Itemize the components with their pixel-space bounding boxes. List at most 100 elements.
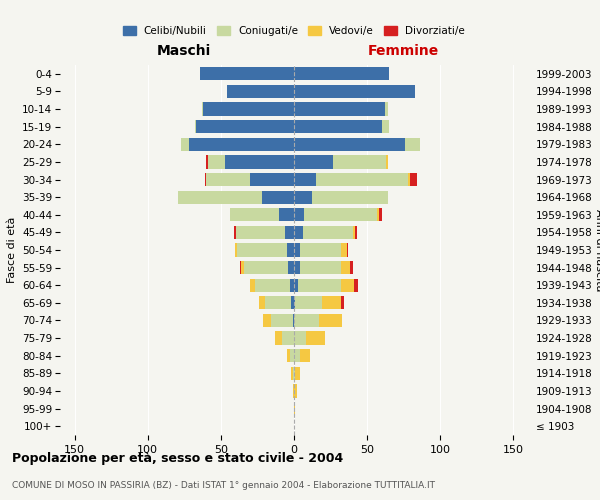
Bar	[240, 261, 241, 274]
Bar	[244, 261, 288, 274]
Bar	[341, 278, 354, 292]
Bar	[385, 102, 388, 116]
Bar	[354, 278, 358, 292]
Bar	[293, 384, 294, 398]
Bar	[265, 296, 291, 310]
Bar	[295, 366, 300, 380]
Bar	[202, 102, 203, 116]
Bar	[294, 102, 385, 116]
Bar	[341, 296, 344, 310]
Bar	[353, 226, 355, 239]
Bar	[379, 208, 382, 222]
Bar	[294, 384, 297, 398]
Bar	[285, 226, 294, 239]
Text: Popolazione per età, sesso e stato civile - 2004: Popolazione per età, sesso e stato civil…	[12, 452, 343, 465]
Bar	[294, 296, 295, 310]
Bar	[293, 366, 294, 380]
Bar	[300, 244, 341, 256]
Bar	[294, 349, 300, 362]
Bar	[405, 138, 420, 151]
Bar	[294, 156, 334, 168]
Bar	[225, 156, 294, 168]
Bar	[293, 314, 294, 327]
Bar	[181, 138, 188, 151]
Bar	[410, 173, 417, 186]
Bar	[250, 278, 254, 292]
Bar	[237, 244, 287, 256]
Text: Maschi: Maschi	[157, 44, 211, 58]
Bar	[250, 173, 294, 186]
Bar	[288, 261, 294, 274]
Bar	[208, 156, 225, 168]
Bar	[347, 244, 348, 256]
Text: COMUNE DI MOSO IN PASSIRIA (BZ) - Dati ISTAT 1° gennaio 2004 - Elaborazione TUTT: COMUNE DI MOSO IN PASSIRIA (BZ) - Dati I…	[12, 481, 435, 490]
Bar	[304, 208, 377, 222]
Bar	[206, 156, 208, 168]
Bar	[227, 85, 294, 98]
Bar	[294, 278, 298, 292]
Bar	[196, 120, 294, 134]
Bar	[287, 349, 290, 362]
Bar	[290, 278, 294, 292]
Bar	[319, 314, 342, 327]
Bar	[230, 208, 280, 222]
Bar	[300, 349, 310, 362]
Bar	[294, 173, 316, 186]
Bar	[294, 366, 295, 380]
Bar	[294, 226, 303, 239]
Bar	[271, 314, 293, 327]
Bar	[294, 314, 319, 327]
Bar	[334, 156, 386, 168]
Bar	[341, 261, 350, 274]
Bar	[236, 226, 285, 239]
Bar	[294, 190, 311, 204]
Legend: Celibi/Nubili, Coniugati/e, Vedovi/e, Divorziati/e: Celibi/Nubili, Coniugati/e, Vedovi/e, Di…	[119, 22, 469, 40]
Bar	[200, 67, 294, 80]
Bar	[291, 296, 294, 310]
Bar	[294, 332, 306, 344]
Bar	[188, 138, 294, 151]
Bar	[283, 332, 294, 344]
Bar	[294, 85, 415, 98]
Y-axis label: Fasce di età: Fasce di età	[7, 217, 17, 283]
Bar	[303, 226, 353, 239]
Bar	[241, 261, 244, 274]
Bar	[290, 349, 294, 362]
Bar	[386, 156, 388, 168]
Bar	[294, 244, 300, 256]
Bar	[263, 314, 271, 327]
Bar	[205, 173, 206, 186]
Bar	[291, 366, 293, 380]
Bar	[408, 173, 410, 186]
Bar	[300, 261, 341, 274]
Bar	[298, 278, 341, 292]
Bar	[306, 332, 325, 344]
Bar	[377, 208, 379, 222]
Bar	[322, 296, 341, 310]
Bar	[294, 138, 405, 151]
Bar	[294, 120, 382, 134]
Bar	[206, 173, 250, 186]
Bar	[316, 173, 408, 186]
Bar	[355, 226, 357, 239]
Bar	[382, 120, 389, 134]
Bar	[294, 67, 389, 80]
Bar	[262, 190, 294, 204]
Bar	[350, 261, 353, 274]
Text: Femmine: Femmine	[368, 44, 439, 58]
Bar	[178, 190, 262, 204]
Bar	[294, 402, 295, 415]
Bar	[294, 208, 304, 222]
Bar	[234, 226, 235, 239]
Y-axis label: Anni di nascita: Anni di nascita	[593, 209, 600, 291]
Bar	[294, 261, 300, 274]
Bar	[275, 332, 283, 344]
Bar	[194, 120, 196, 134]
Bar	[235, 244, 237, 256]
Bar	[311, 190, 388, 204]
Bar	[341, 244, 347, 256]
Bar	[287, 244, 294, 256]
Bar	[254, 278, 290, 292]
Bar	[280, 208, 294, 222]
Bar	[259, 296, 265, 310]
